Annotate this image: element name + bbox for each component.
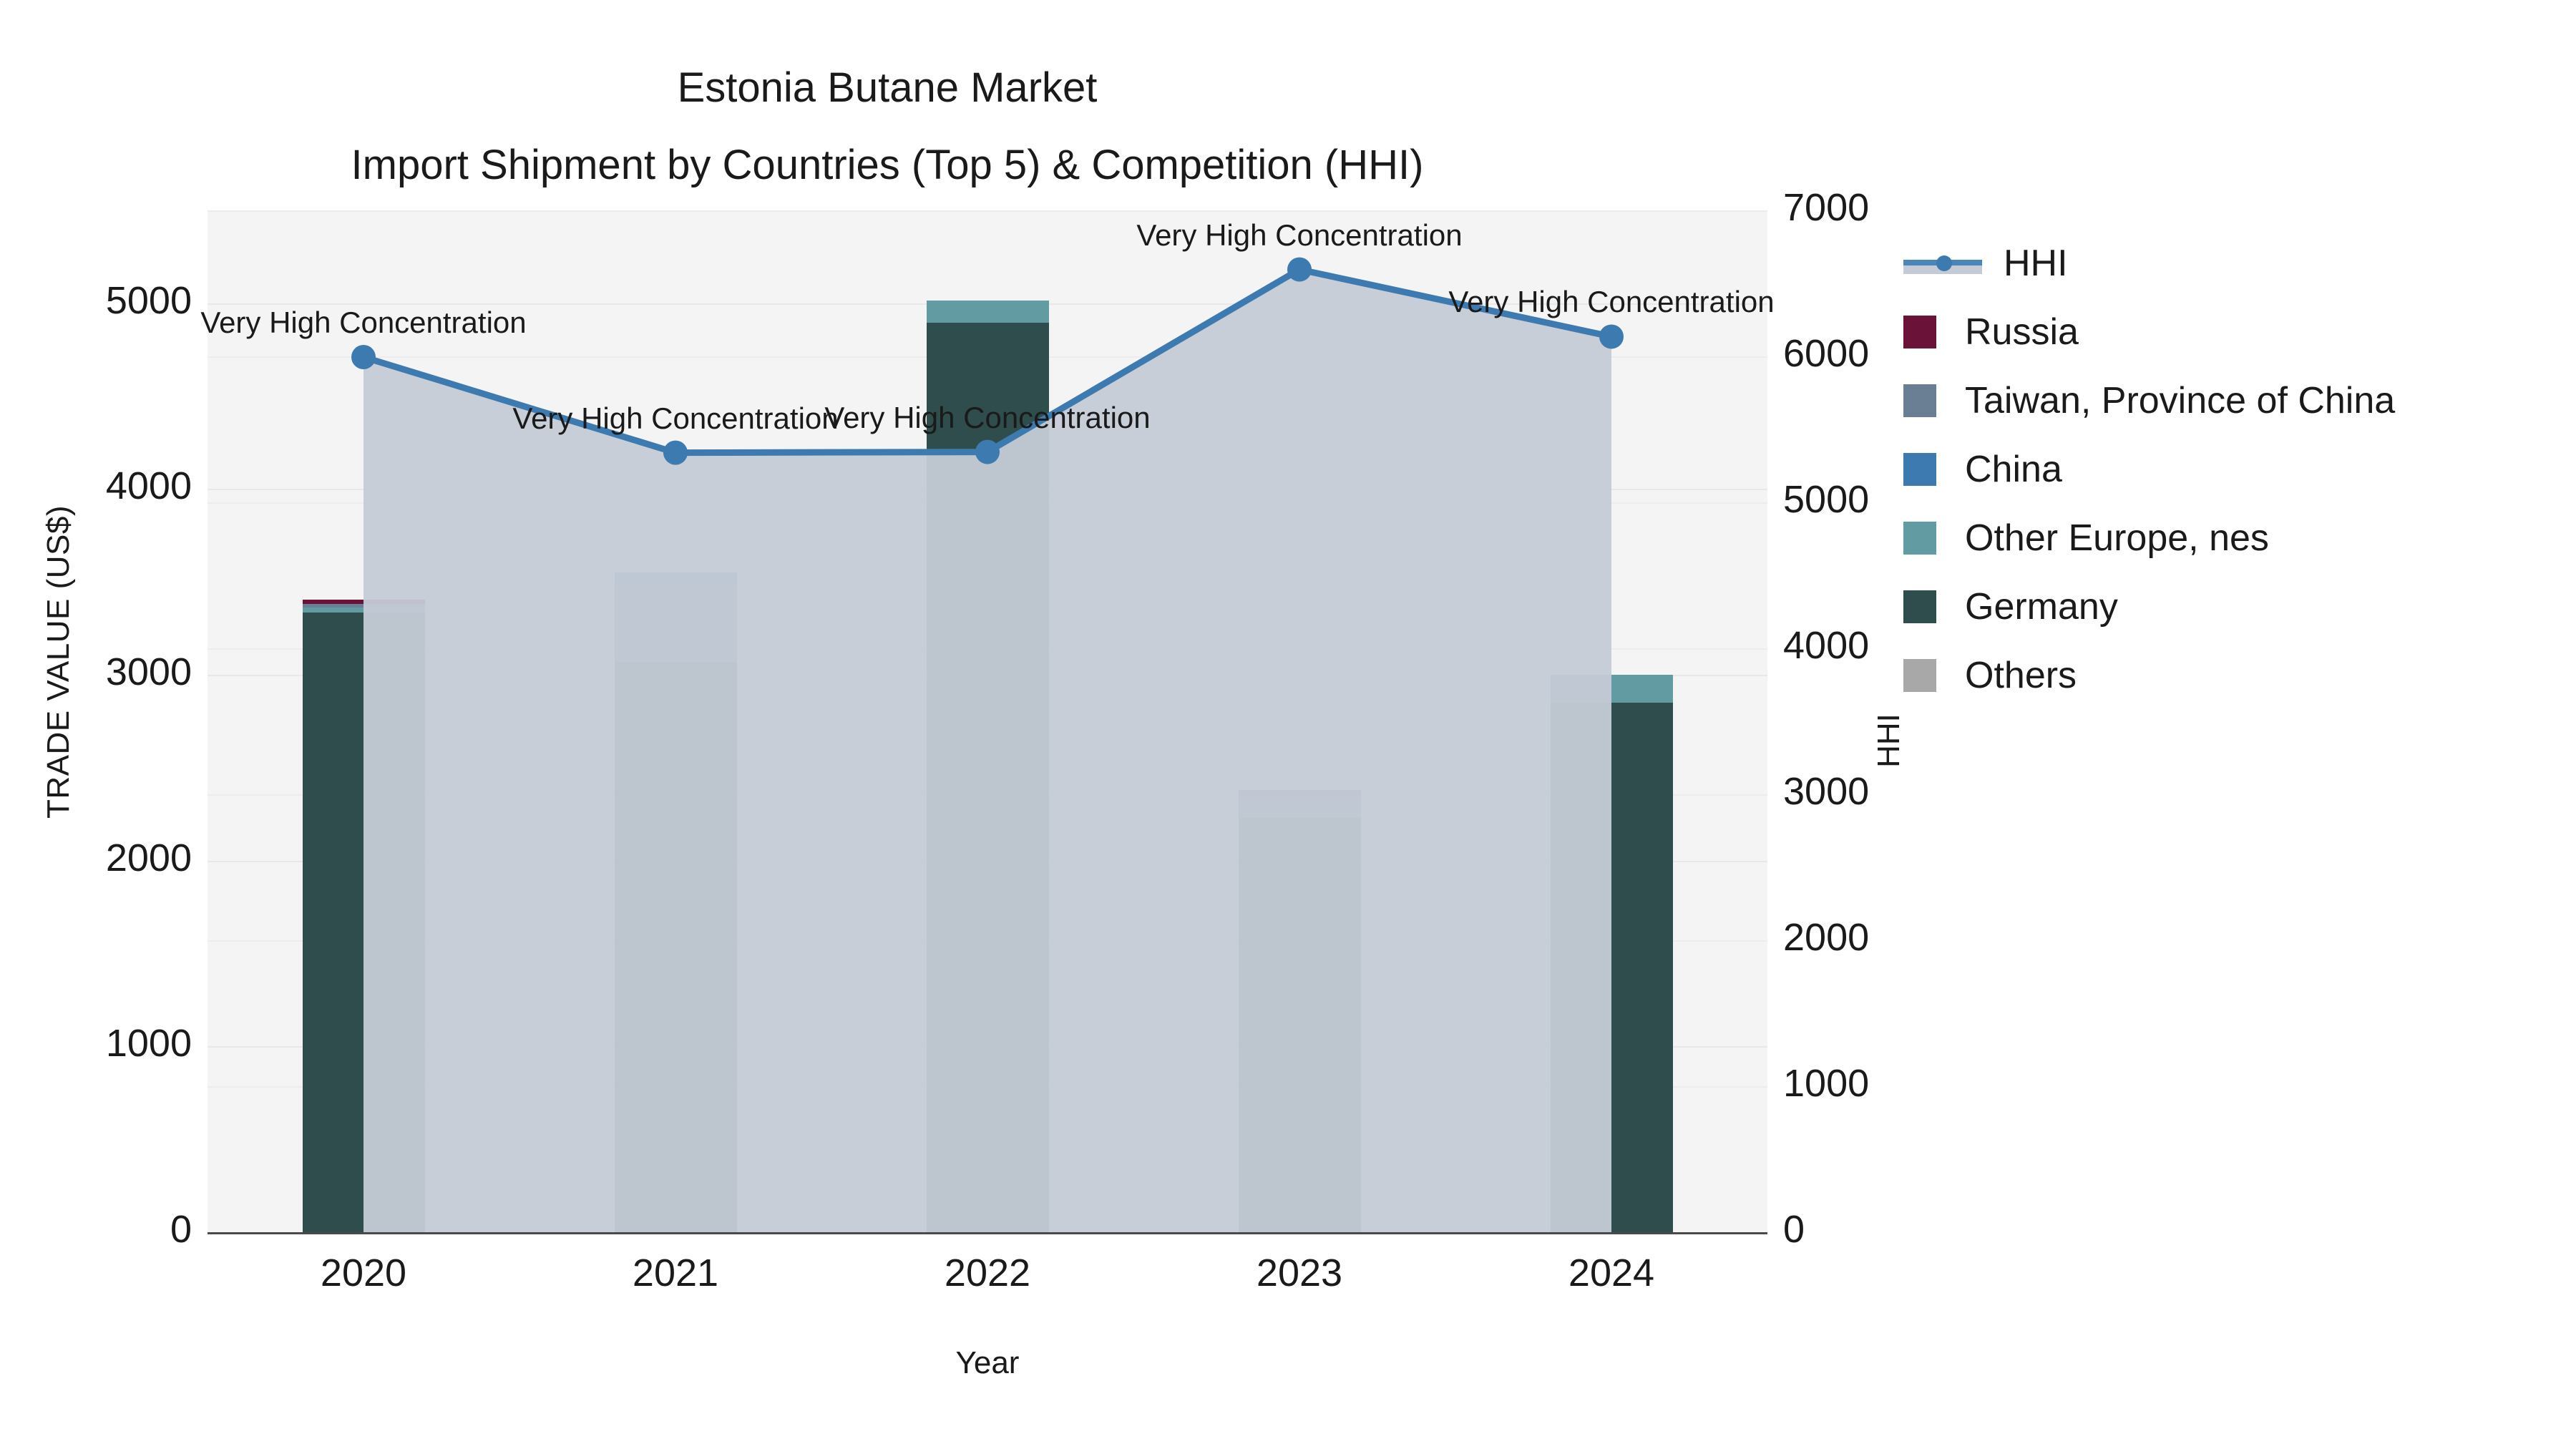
bar-stack[interactable]	[1238, 211, 1361, 1233]
y-axis-right-tick-label: 6000	[1783, 332, 1870, 375]
x-axis-tick-label: 2022	[944, 1252, 1031, 1294]
bar-stack[interactable]	[926, 211, 1049, 1233]
y-axis-right-tick-label: 4000	[1783, 624, 1870, 667]
bar-segment[interactable]	[302, 612, 425, 1233]
legend-item-label: Other Europe, nes	[1965, 517, 2269, 559]
legend-item-label: Taiwan, Province of China	[1965, 380, 2396, 421]
concentration-annotation: Very High Concentration	[200, 306, 527, 339]
y-axis-right-tick-label: 0	[1783, 1208, 1805, 1251]
legend: HHI Russia Taiwan, Province of China China O…	[1903, 229, 2547, 710]
bar-segment[interactable]	[302, 603, 425, 608]
legend-item[interactable]: China	[1903, 435, 2547, 504]
y-axis-right-tick-label: 5000	[1783, 478, 1870, 521]
bar-segment[interactable]	[302, 608, 425, 613]
legend-dot-icon	[1936, 255, 1952, 271]
bar-segment[interactable]	[1238, 797, 1361, 818]
y-axis-left-tick-label: 2000	[105, 836, 192, 879]
chart-subtitle: Import Shipment by Countries (Top 5) & C…	[351, 142, 1424, 188]
bar-stack[interactable]	[302, 211, 425, 1233]
legend-item-label: China	[1965, 449, 2062, 490]
x-axis-tick-label: 2021	[632, 1252, 719, 1294]
bar-segment[interactable]	[1238, 789, 1361, 798]
x-axis-tick-label: 2020	[320, 1252, 407, 1294]
bar-segment[interactable]	[614, 572, 737, 586]
legend-item[interactable]: Others	[1903, 641, 2547, 710]
legend-color-swatch	[1903, 590, 1936, 623]
legend-item[interactable]: Russia	[1903, 298, 2547, 366]
concentration-annotation: Very High Concentration	[1448, 285, 1775, 319]
legend-color-swatch	[1903, 384, 1936, 417]
legend-color-swatch	[1903, 453, 1936, 486]
y-axis-left-tick-label: 3000	[105, 650, 192, 694]
x-axis-tick-label: 2024	[1568, 1252, 1655, 1294]
concentration-annotation: Very High Concentration	[512, 401, 839, 435]
legend-item[interactable]: Germany	[1903, 572, 2547, 641]
y-axis-right-tick-label: 3000	[1783, 770, 1870, 813]
concentration-annotation: Very High Concentration	[1136, 218, 1463, 252]
y-axis-right-tick-label: 1000	[1783, 1062, 1870, 1105]
legend-item[interactable]: HHI	[1903, 229, 2547, 298]
legend-item-label: HHI	[2004, 243, 2068, 284]
y-axis-left-tick-label: 0	[170, 1208, 192, 1251]
y-axis-right-tick-label: 7000	[1783, 186, 1870, 229]
bar-segment[interactable]	[302, 600, 425, 604]
legend-item[interactable]: Taiwan, Province of China	[1903, 366, 2547, 435]
bar-stack[interactable]	[614, 211, 737, 1233]
chart-title-block: Estonia Butane Market Import Shipment by…	[0, 0, 1775, 186]
legend-item-label: Others	[1965, 655, 2077, 696]
x-axis-line	[208, 1232, 1767, 1234]
legend-item-label: Russia	[1965, 311, 2079, 353]
y-axis-left-tick-label: 1000	[105, 1022, 192, 1065]
y-axis-left-tick-label: 4000	[105, 464, 192, 508]
legend-item[interactable]: Other Europe, nes	[1903, 504, 2547, 572]
plot-area	[208, 210, 1767, 1234]
x-axis-tick-label: 2023	[1256, 1252, 1343, 1294]
concentration-annotation: Very High Concentration	[824, 400, 1151, 434]
chart-title: Estonia Butane Market	[677, 64, 1098, 111]
gridline	[208, 210, 1767, 212]
x-axis-label: Year	[955, 1345, 1020, 1380]
bar-stack[interactable]	[1550, 211, 1673, 1233]
legend-line-marker-icon	[1903, 247, 1982, 280]
bar-segment[interactable]	[926, 300, 1049, 323]
legend-item-label: Germany	[1965, 586, 2118, 628]
y-axis-left-tick-label: 5000	[105, 278, 192, 322]
legend-color-swatch	[1903, 316, 1936, 348]
bar-segment[interactable]	[1550, 674, 1673, 703]
legend-color-swatch	[1903, 522, 1936, 555]
bar-segment[interactable]	[926, 322, 1049, 1233]
bar-segment[interactable]	[1238, 817, 1361, 1233]
bar-segment[interactable]	[614, 661, 737, 1233]
legend-color-swatch	[1903, 659, 1936, 692]
y-axis-right-tick-label: 2000	[1783, 916, 1870, 959]
bar-segment[interactable]	[1550, 702, 1673, 1233]
bar-segment[interactable]	[614, 585, 737, 662]
